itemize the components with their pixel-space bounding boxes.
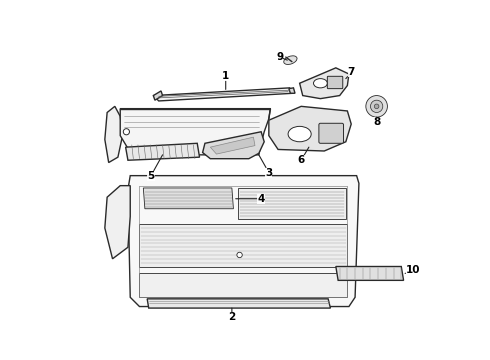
Polygon shape (238, 188, 346, 219)
Polygon shape (143, 188, 233, 209)
Polygon shape (336, 266, 404, 280)
Polygon shape (105, 106, 122, 163)
Circle shape (370, 100, 383, 112)
Polygon shape (140, 273, 347, 297)
Text: 1: 1 (222, 71, 229, 89)
Polygon shape (147, 299, 330, 308)
Polygon shape (125, 143, 199, 160)
Polygon shape (105, 186, 130, 259)
Text: 4: 4 (236, 194, 265, 204)
Text: 6: 6 (297, 147, 309, 165)
Polygon shape (289, 88, 295, 93)
Ellipse shape (284, 56, 297, 64)
Circle shape (123, 129, 129, 135)
Polygon shape (153, 91, 163, 100)
Polygon shape (120, 109, 270, 155)
Polygon shape (140, 224, 347, 266)
Polygon shape (269, 106, 351, 151)
Polygon shape (210, 137, 255, 154)
Text: 7: 7 (346, 67, 355, 78)
Text: 3: 3 (259, 155, 272, 177)
Polygon shape (153, 88, 294, 101)
Polygon shape (128, 176, 359, 306)
Text: 8: 8 (373, 117, 380, 127)
Circle shape (374, 104, 379, 109)
Polygon shape (203, 132, 264, 159)
Text: 9: 9 (276, 52, 287, 62)
Circle shape (237, 252, 242, 258)
Text: 5: 5 (147, 155, 163, 181)
FancyBboxPatch shape (319, 123, 343, 143)
Ellipse shape (288, 126, 311, 142)
Circle shape (366, 95, 388, 117)
FancyBboxPatch shape (327, 76, 343, 89)
Text: 10: 10 (405, 265, 420, 275)
Ellipse shape (314, 78, 327, 88)
Polygon shape (300, 68, 349, 99)
Text: 2: 2 (228, 308, 236, 322)
